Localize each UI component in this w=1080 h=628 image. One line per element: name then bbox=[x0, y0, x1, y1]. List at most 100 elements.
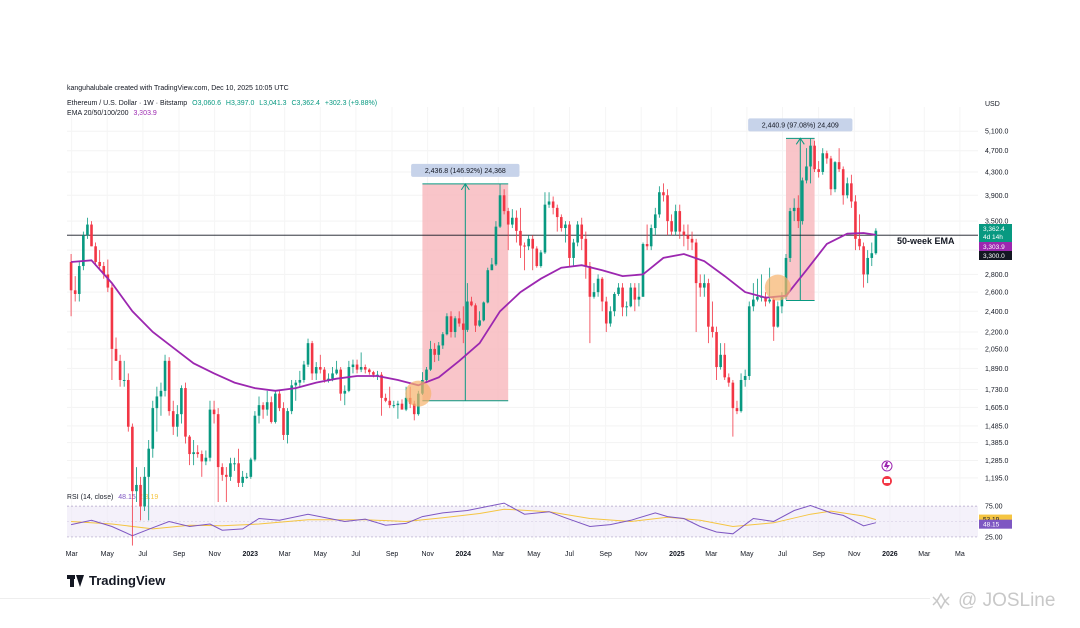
candle-body bbox=[200, 454, 204, 462]
high-value: H3,397.0 bbox=[225, 100, 255, 107]
candle-body bbox=[363, 367, 367, 370]
candle-body bbox=[666, 195, 669, 222]
ema-price-label-bg bbox=[979, 242, 1012, 251]
x-tick-label: Jul bbox=[138, 551, 147, 558]
rsi-line bbox=[70, 502, 877, 537]
x-tick-label: Mar bbox=[492, 551, 505, 558]
ema50-line bbox=[71, 232, 877, 392]
candle-body bbox=[772, 299, 776, 327]
candle-body bbox=[192, 452, 195, 455]
candle-body bbox=[564, 224, 567, 229]
candle-body bbox=[510, 217, 514, 225]
candle-body bbox=[727, 377, 731, 383]
candle-body bbox=[392, 405, 396, 407]
candle-body bbox=[237, 463, 240, 483]
candle-body bbox=[854, 201, 857, 239]
candle-body bbox=[396, 403, 400, 406]
candle-body bbox=[327, 378, 330, 380]
x-tick-label: May bbox=[740, 551, 754, 558]
currency-label: USD bbox=[985, 101, 1000, 108]
candle-body bbox=[167, 360, 171, 412]
candle-body bbox=[90, 224, 93, 247]
candle-body bbox=[114, 348, 118, 361]
x-tick-label: Sep bbox=[812, 551, 825, 558]
candle-body bbox=[372, 372, 375, 375]
candle-body bbox=[841, 169, 845, 196]
candle-body bbox=[331, 373, 334, 379]
rsi-price-label-bg bbox=[979, 519, 1012, 529]
candle-body bbox=[274, 393, 277, 422]
candle-body bbox=[470, 301, 473, 306]
candle-body bbox=[723, 354, 727, 378]
candle-body bbox=[314, 367, 318, 374]
candle-body bbox=[180, 388, 183, 415]
highlight-circle bbox=[764, 274, 791, 301]
candle-body bbox=[441, 334, 445, 346]
candle-body bbox=[817, 169, 820, 172]
candle-body bbox=[858, 238, 861, 247]
candle-body bbox=[298, 379, 302, 383]
candle-body bbox=[110, 287, 114, 349]
y-tick-label: 2,600.0 bbox=[985, 290, 1008, 297]
rsi-value: 48.15 bbox=[118, 494, 136, 501]
rsi-ma-price-label-bg bbox=[979, 514, 1012, 524]
candle-body bbox=[702, 283, 706, 288]
x-tick-label: Mar bbox=[918, 551, 931, 558]
candle-body bbox=[768, 299, 771, 302]
y-tick-label: 1,285.0 bbox=[985, 458, 1008, 465]
candle-body bbox=[118, 360, 122, 380]
x-tick-label: Nov bbox=[421, 551, 434, 558]
candle-body bbox=[596, 278, 600, 293]
candle-body bbox=[862, 246, 865, 275]
candle-body bbox=[780, 296, 784, 307]
candle-body bbox=[801, 180, 804, 222]
candle-body bbox=[245, 476, 249, 478]
candle-body bbox=[633, 287, 637, 300]
candle-body bbox=[98, 261, 101, 267]
rsi-legend[interactable]: RSI (14, close) 48.15 53.19 bbox=[67, 494, 158, 501]
tradingview-logo[interactable]: TradingView bbox=[67, 573, 165, 588]
close-value: C3,362.4 bbox=[291, 100, 320, 107]
candle-body bbox=[196, 452, 200, 455]
candle-body bbox=[380, 374, 383, 398]
candle-body bbox=[560, 217, 563, 229]
candle-body bbox=[784, 257, 788, 297]
y-tick-label: 1,195.0 bbox=[985, 475, 1008, 482]
candle-body bbox=[735, 408, 739, 412]
y-tick-label: 4,300.0 bbox=[985, 169, 1008, 176]
candles bbox=[69, 138, 878, 546]
candle-body bbox=[719, 354, 722, 368]
divider bbox=[0, 598, 930, 599]
candle-body bbox=[347, 367, 351, 391]
candle-body bbox=[135, 484, 138, 492]
x-tick-label: Nov bbox=[635, 551, 648, 558]
ema-legend[interactable]: EMA 20/50/100/200 3,303.9 bbox=[67, 110, 157, 117]
event-icons bbox=[881, 460, 893, 486]
measure-label: 2,440.9 (97.08%) 24,409 bbox=[762, 122, 839, 129]
x-tick-label: Mar bbox=[66, 551, 79, 558]
candle-body bbox=[388, 400, 392, 406]
candle-body bbox=[404, 397, 408, 410]
candle-body bbox=[265, 402, 269, 410]
x-tick-label: Jul bbox=[778, 551, 787, 558]
y-tick-label: 1,605.0 bbox=[985, 405, 1008, 412]
candle-body bbox=[335, 369, 338, 374]
candle-body bbox=[384, 397, 387, 401]
candle-body bbox=[555, 207, 559, 218]
candle-body bbox=[662, 192, 665, 196]
low-value: L3,041.3 bbox=[259, 100, 287, 107]
candle-body bbox=[543, 204, 547, 253]
ema-label: EMA 20/50/100/200 bbox=[67, 110, 129, 117]
candle-body bbox=[176, 414, 179, 427]
x-tick-label: Jul bbox=[351, 551, 360, 558]
y-tick-label: 1,890.0 bbox=[985, 366, 1008, 373]
candle-body bbox=[825, 153, 829, 159]
candle-body bbox=[707, 283, 710, 327]
y-tick-label: 2,800.0 bbox=[985, 272, 1008, 279]
y-tick-label: 5,100.0 bbox=[985, 129, 1008, 136]
candle-body bbox=[694, 242, 698, 284]
candle-body bbox=[796, 207, 800, 222]
candle-body bbox=[494, 226, 498, 265]
candle-body bbox=[535, 248, 539, 267]
